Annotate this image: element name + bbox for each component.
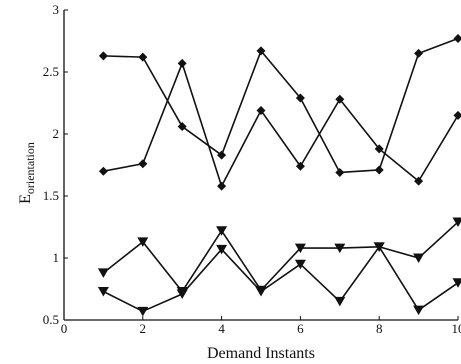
y-tick-label: 2.5	[43, 64, 59, 79]
data-point-diamond	[453, 110, 461, 120]
data-point-triangle-down	[413, 305, 425, 316]
series-line	[103, 37, 459, 174]
data-point-triangle-down	[294, 259, 306, 270]
series-line	[103, 246, 459, 313]
data-point-triangle-down	[413, 253, 425, 263]
y-axis-title-subscript: orientation	[23, 142, 37, 194]
data-point-triangle-down	[255, 286, 267, 297]
data-point-triangle-down	[216, 244, 228, 255]
axes	[63, 10, 458, 321]
data-point-diamond	[374, 144, 384, 154]
data-point-diamond	[138, 159, 148, 169]
data-point-diamond	[295, 161, 305, 171]
data-point-diamond	[98, 51, 108, 61]
x-tick-label: 2	[140, 321, 147, 336]
series-2	[98, 58, 461, 191]
tick-labels: 0 2 4 6 8 10 0.5 1 1.5 2 2.5 3	[43, 2, 461, 336]
x-tick-label: 6	[297, 321, 304, 336]
x-tick-label: 4	[218, 321, 225, 336]
y-tick-label: 0.5	[43, 312, 59, 327]
data-point-triangle-down	[176, 289, 188, 299]
data-point-triangle-down	[334, 243, 346, 254]
x-tick-label: 10	[452, 321, 461, 336]
series-1	[98, 34, 461, 177]
data-point-diamond	[453, 34, 461, 44]
data-point-diamond	[414, 48, 424, 58]
series-layer	[97, 34, 461, 317]
y-tick-label: 3	[53, 2, 60, 17]
y-tick-label: 1.5	[43, 188, 59, 203]
x-tick-label: 0	[61, 321, 68, 336]
data-point-diamond	[177, 58, 187, 68]
series-line	[103, 62, 459, 187]
x-axis-title: Demand Instants	[207, 345, 315, 362]
data-point-triangle-down	[97, 286, 109, 297]
data-point-triangle-down	[373, 242, 385, 252]
data-point-triangle-down	[452, 278, 461, 288]
data-point-triangle-down	[137, 237, 149, 247]
data-point-diamond	[374, 165, 384, 175]
data-point-diamond	[177, 122, 187, 132]
data-point-diamond	[217, 181, 227, 191]
data-point-triangle-down	[334, 296, 346, 307]
y-axis-title-main: E	[17, 194, 34, 204]
y-tick-label: 2	[53, 126, 60, 141]
series-4	[97, 242, 461, 317]
data-point-diamond	[138, 52, 148, 62]
x-tick-label: 8	[376, 321, 383, 336]
y-axis-title: Eorientation	[17, 142, 37, 204]
data-point-diamond	[335, 167, 345, 177]
data-point-diamond	[256, 46, 266, 56]
data-point-triangle-down	[452, 217, 461, 228]
tick-marks	[63, 9, 459, 321]
data-point-diamond	[295, 93, 305, 103]
data-point-diamond	[414, 176, 424, 186]
data-point-diamond	[256, 105, 266, 115]
data-point-triangle-down	[137, 306, 149, 317]
data-point-diamond	[335, 94, 345, 104]
series-line	[102, 221, 459, 293]
data-point-triangle-down	[216, 226, 228, 236]
data-point-triangle-down	[97, 268, 109, 278]
y-tick-label: 1	[53, 250, 60, 265]
series-3	[97, 217, 461, 297]
data-point-triangle-down	[294, 243, 306, 254]
data-point-diamond	[217, 150, 227, 160]
data-point-diamond	[98, 166, 108, 176]
